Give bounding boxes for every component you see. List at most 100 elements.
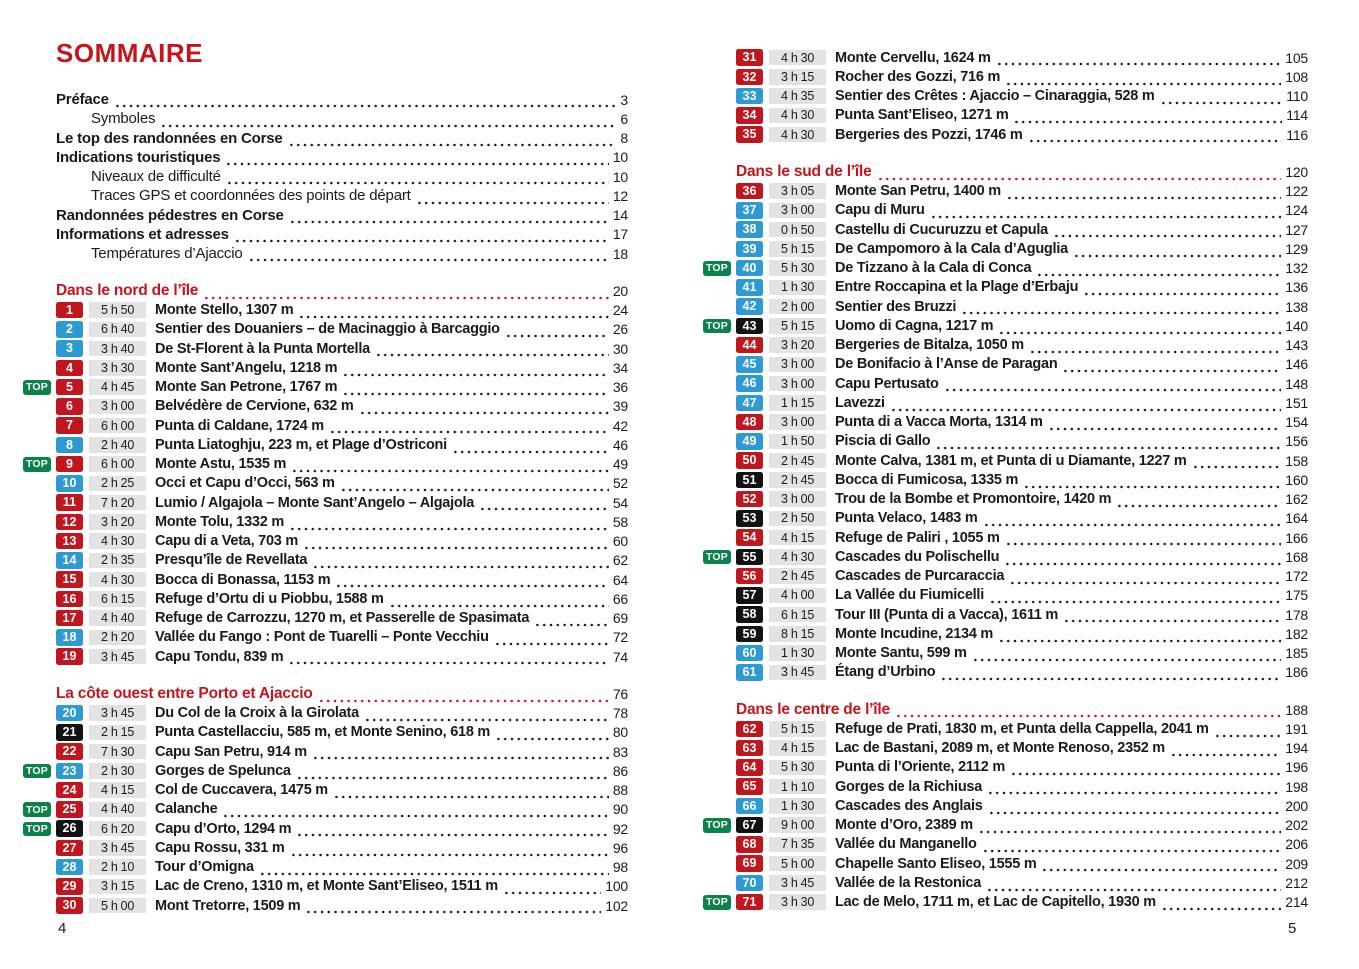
- toc-entry-row: 24 4 h 15 Col de Cuccavera, 1475 m 88: [56, 781, 628, 800]
- front-matter-label: Randonnées pédestres en Corse: [56, 206, 284, 224]
- route-title: Entre Roccapina et la Plage d’Erbaju: [835, 279, 1079, 296]
- route-number-badge: 46: [736, 375, 763, 392]
- entry-page-number: 158: [1285, 452, 1308, 469]
- dot-leader: [1159, 93, 1283, 106]
- dot-leader: [1005, 74, 1282, 87]
- front-matter-page-number: 8: [620, 130, 628, 147]
- toc-entry-row: 54 4 h 15 Refuge de Paliri , 1055 m 166: [736, 528, 1308, 548]
- duration-chip: 2 h 40: [89, 437, 146, 453]
- dot-leader: [298, 307, 609, 320]
- entry-page-number: 114: [1286, 107, 1308, 124]
- entry-page-number: 100: [605, 878, 628, 895]
- dot-leader: [1072, 246, 1282, 259]
- front-matter-page-number: 17: [612, 226, 628, 243]
- route-title: Mont Tretorre, 1509 m: [155, 897, 301, 914]
- toc-entry-row: 14 2 h 35 Presqu’île de Revellata 62: [56, 551, 628, 570]
- route-title: Bergeries de Bitalza, 1050 m: [835, 337, 1024, 354]
- entry-page-number: 39: [612, 398, 628, 415]
- duration-chip: 3 h 45: [89, 705, 146, 721]
- dot-leader: [374, 346, 609, 359]
- front-matter-row: Préface 3: [56, 90, 628, 110]
- route-title: Cascades de Purcaraccia: [835, 568, 1005, 585]
- front-matter-page-number: 10: [612, 168, 628, 185]
- route-title: Refuge de Carrozzu, 1270 m, et Passerell…: [155, 610, 530, 627]
- front-matter-label: Températures d’Ajaccio: [91, 245, 243, 263]
- route-number-badge: 40: [736, 259, 763, 277]
- duration-chip: 3 h 15: [769, 69, 826, 85]
- duration-chip: 2 h 45: [769, 568, 826, 584]
- dot-leader: [247, 251, 609, 264]
- route-number-badge: 4: [56, 359, 83, 377]
- section-heading: Dans le sud de l’île: [736, 162, 872, 180]
- entry-page-number: 154: [1285, 414, 1308, 431]
- duration-chip: 2 h 00: [769, 298, 826, 315]
- section-page-number: 76: [612, 685, 628, 702]
- duration-chip: 4 h 30: [89, 571, 146, 588]
- route-number-badge: 45: [736, 356, 763, 373]
- dot-leader: [987, 784, 1282, 797]
- duration-chip: 1 h 15: [769, 395, 826, 411]
- entry-page-number: 80: [612, 724, 628, 741]
- toc-entry-row: 10 2 h 25 Occi et Capu d’Occi, 563 m 52: [56, 474, 628, 493]
- entry-page-number: 24: [612, 302, 628, 319]
- entry-page-number: 162: [1285, 491, 1308, 508]
- route-title: Tour d’Omigna: [155, 859, 254, 876]
- entry-page-number: 36: [612, 379, 628, 396]
- entry-page-number: 30: [612, 340, 628, 357]
- duration-chip: 2 h 50: [769, 510, 826, 527]
- toc-entry-row: 56 2 h 45 Cascades de Purcaraccia 172: [736, 567, 1308, 586]
- duration-chip: 0 h 50: [769, 221, 826, 238]
- toc-entry-row: 37 3 h 00 Capu di Muru 124: [736, 201, 1308, 220]
- toc-entry-row: 29 3 h 15 Lac de Creno, 1310 m, et Monte…: [56, 877, 628, 896]
- folio-left: 4: [58, 920, 67, 937]
- entry-page-number: 198: [1285, 778, 1308, 795]
- front-matter-row: Niveaux de difficulté 10: [56, 167, 628, 187]
- duration-chip: 3 h 45: [89, 648, 146, 665]
- duration-chip: 3 h 00: [769, 202, 826, 219]
- duration-chip: 4 h 40: [89, 610, 146, 626]
- duration-chip: 4 h 45: [89, 379, 146, 395]
- dot-leader: [1041, 861, 1282, 874]
- dot-leader: [1004, 535, 1282, 548]
- front-matter-list: Préface 3 Symboles 6 Le top des randonné…: [56, 90, 628, 264]
- entry-page-number: 185: [1285, 645, 1308, 662]
- toc-entry-row: 13 4 h 30 Capu di a Veta, 703 m 60: [56, 532, 628, 551]
- toc-entry-row: 34 4 h 30 Punta Sant’Eliseo, 1271 m 114: [736, 106, 1308, 125]
- toc-entry-row: 61 3 h 45 Étang d’Urbino 186: [736, 663, 1308, 682]
- dot-leader: [335, 577, 609, 590]
- dot-leader: [363, 710, 609, 723]
- dot-leader: [225, 155, 609, 167]
- route-title: Monte Incudine, 2134 m: [835, 625, 994, 642]
- entry-page-number: 105: [1285, 49, 1308, 66]
- route-number-badge: 71: [736, 893, 763, 911]
- front-matter-label: Indications touristiques: [56, 148, 221, 166]
- duration-chip: 3 h 45: [769, 664, 826, 681]
- front-matter-row: Informations et adresses 17: [56, 225, 628, 244]
- toc-entry-row: 57 4 h 00 La Vallée du Fiumicelli 175: [736, 586, 1308, 605]
- duration-chip: 4 h 30: [769, 549, 826, 565]
- toc-entry-row: 52 3 h 00 Trou de la Bombe et Promontoir…: [736, 490, 1308, 509]
- top-badge: TOP: [703, 895, 731, 910]
- dot-leader: [982, 516, 1282, 528]
- dot-leader: [1005, 188, 1282, 201]
- entry-page-number: 66: [612, 590, 628, 607]
- route-title: Lac de Creno, 1310 m, et Monte Sant’Elis…: [155, 878, 498, 895]
- duration-chip: 3 h 15: [89, 878, 146, 895]
- dot-leader: [502, 884, 602, 896]
- toc-entry-row: 45 3 h 00 De Bonifacio à l’Anse de Parag…: [736, 355, 1308, 374]
- entry-page-number: 69: [612, 610, 628, 627]
- route-title: Punta Velaco, 1483 m: [835, 510, 978, 527]
- route-title: Vallée de la Restonica: [835, 874, 982, 891]
- toc-entry-row: 50 2 h 45 Monte Calva, 1381 m, et Punta …: [736, 451, 1308, 471]
- toc-entry-row: 3 3 h 40 De St-Florent à la Punta Mortel…: [56, 339, 628, 359]
- toc-entry-row: 20 3 h 45 Du Col de la Croix à la Girola…: [56, 704, 628, 723]
- route-number-badge: 22: [56, 743, 83, 760]
- entry-page-number: 90: [612, 801, 628, 818]
- toc-entry-row: 44 3 h 20 Bergeries de Bitalza, 1050 m 1…: [736, 336, 1308, 355]
- route-title: Monte d’Oro, 2389 m: [835, 817, 973, 834]
- route-number-badge: 70: [736, 874, 763, 892]
- dot-leader: [940, 670, 1282, 682]
- entry-page-number: 178: [1285, 606, 1308, 623]
- toc-entry-row: 46 3 h 00 Capu Pertusato 148: [736, 374, 1308, 394]
- route-number-badge: 28: [56, 858, 83, 876]
